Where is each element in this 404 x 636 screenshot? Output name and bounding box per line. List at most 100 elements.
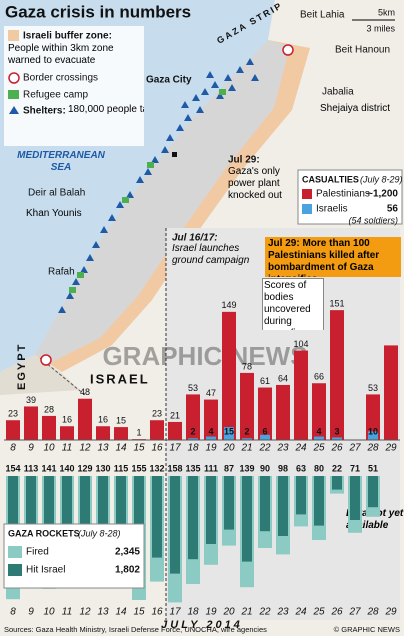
bar xyxy=(204,399,218,440)
bar-inner xyxy=(116,476,126,547)
x-tick-label: 10 xyxy=(43,443,55,454)
legend-swatch xyxy=(302,189,312,199)
value-label-inner: 2 xyxy=(244,426,249,436)
x-tick-label: 21 xyxy=(240,607,252,618)
value-label: 23 xyxy=(8,409,18,419)
x-tick-label: 28 xyxy=(366,443,379,454)
x-tick-label: 25 xyxy=(312,443,325,454)
casualties-box xyxy=(297,169,403,225)
value-label: 22 xyxy=(332,463,342,473)
value-label-inner: 3 xyxy=(334,426,339,436)
value-label: 104 xyxy=(293,339,308,349)
bar-inner xyxy=(350,476,360,520)
shelter-icon xyxy=(136,176,144,183)
legend-total: 2,345 xyxy=(115,547,140,558)
bar-inner xyxy=(314,436,324,440)
value-label: 71 xyxy=(350,463,360,473)
bodies-note: Scores of bodies uncovered during ceasef… xyxy=(262,278,324,330)
legend-title: GAZA ROCKETS xyxy=(8,528,80,538)
legend-note: (54 soldiers) xyxy=(348,215,398,225)
bar xyxy=(6,420,20,440)
bar xyxy=(78,398,92,440)
x-tick-label: 22 xyxy=(258,607,271,618)
bar-inner xyxy=(242,476,252,562)
value-label-inner: 2 xyxy=(190,426,195,436)
legend-label: Fired xyxy=(26,547,49,558)
bar-inner xyxy=(242,438,252,440)
legend-camp-swatch xyxy=(8,90,19,99)
crossing-icon xyxy=(40,354,52,366)
value-label: 53 xyxy=(368,383,378,393)
legend-buffer-text: People within 3km zone warned to evacuat… xyxy=(8,43,114,66)
x-tick-label: 13 xyxy=(97,443,109,454)
label-beit-hanoun: Beit Hanoun xyxy=(335,45,390,56)
x-tick-label: 21 xyxy=(240,443,252,454)
legend-total: ~1,200 xyxy=(367,189,398,200)
bar-inner xyxy=(368,476,378,508)
x-tick-label: 29 xyxy=(384,607,397,618)
label-jabalia: Jabalia xyxy=(322,87,354,98)
bar-inner xyxy=(332,476,342,490)
x-tick-label: 18 xyxy=(187,607,199,618)
camp-icon xyxy=(147,162,154,168)
value-label: 158 xyxy=(167,463,182,473)
x-tick-label: 8 xyxy=(10,443,16,454)
shelter-icon xyxy=(216,92,224,99)
label-shejaiya: Shejaiya district xyxy=(320,103,390,114)
shelter-icon xyxy=(184,114,192,121)
camp-icon xyxy=(77,272,84,278)
value-label: 47 xyxy=(206,388,216,398)
legend-title: CASUALTIES xyxy=(302,174,359,184)
bar-inner xyxy=(188,476,198,560)
bar-inner xyxy=(170,476,180,574)
bar xyxy=(330,310,344,440)
bar xyxy=(258,387,272,440)
legend-swatch xyxy=(302,204,312,214)
value-label: 64 xyxy=(278,373,288,383)
shelter-icon xyxy=(58,306,66,313)
x-tick-label: 14 xyxy=(115,443,127,454)
bar xyxy=(276,384,290,440)
bar xyxy=(240,372,254,440)
legend-shelter-icon xyxy=(9,106,19,114)
shelter-icon xyxy=(72,278,80,285)
legend-shelters-text-a: 180,000 people taking refuge in UNRWA sc… xyxy=(68,104,144,115)
value-label: 139 xyxy=(239,463,254,473)
title: Gaza crisis in numbers xyxy=(5,2,191,21)
x-tick-label: 13 xyxy=(97,607,109,618)
value-label: 98 xyxy=(278,463,288,473)
value-label: 130 xyxy=(95,463,110,473)
bar-inner xyxy=(368,431,378,440)
x-tick-label: 22 xyxy=(258,443,271,454)
shelter-icon xyxy=(144,168,152,175)
value-label: 155 xyxy=(131,463,146,473)
shelter-icon xyxy=(80,266,88,273)
value-label-inner: 10 xyxy=(368,426,378,436)
shelter-icon xyxy=(151,156,159,163)
shelter-icon xyxy=(196,106,204,113)
bar-inner xyxy=(314,476,324,526)
egypt-land xyxy=(0,355,80,395)
month-label: JULY 2014 xyxy=(161,619,243,631)
shelter-icon xyxy=(192,94,200,101)
gaza-strip xyxy=(35,40,290,362)
bar-inner xyxy=(8,476,18,571)
bar xyxy=(186,394,200,440)
bar-inner xyxy=(224,427,234,440)
value-label: 1 xyxy=(136,428,141,438)
x-tick-label: 9 xyxy=(28,607,34,618)
value-label-inner: 6 xyxy=(262,426,267,436)
legend-swatch xyxy=(8,564,22,576)
x-tick-label: 18 xyxy=(187,443,199,454)
power-date: Jul 29: xyxy=(228,155,260,166)
bar-inner xyxy=(26,476,36,546)
label-deir: Deir al Balah xyxy=(28,188,85,199)
label-egypt: EGYPT xyxy=(16,343,28,390)
x-tick-label: 8 xyxy=(10,607,16,618)
legend-subtitle: (July 8-28) xyxy=(78,528,121,538)
value-label: 87 xyxy=(224,463,234,473)
bar-inner xyxy=(80,476,90,556)
x-tick-label: 23 xyxy=(276,443,289,454)
label-rafah: Rafah xyxy=(48,267,75,278)
bar xyxy=(294,350,308,440)
